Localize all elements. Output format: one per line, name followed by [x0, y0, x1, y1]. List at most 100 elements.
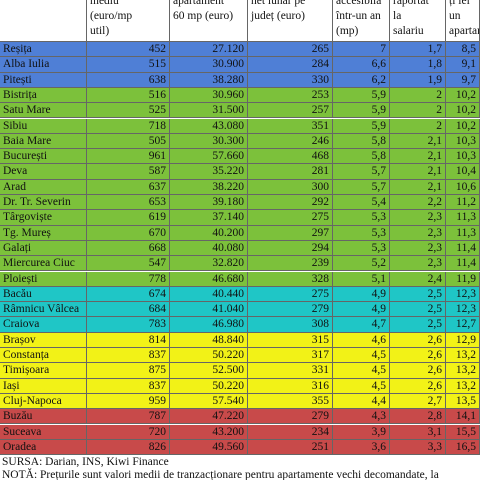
value-cell: 2,3	[390, 256, 446, 272]
value-cell: 2,3	[390, 225, 446, 241]
value-cell: 638	[87, 72, 170, 88]
value-cell: 355	[248, 393, 333, 410]
header-line: județ (euro)	[251, 10, 305, 22]
value-cell: 50.220	[170, 378, 248, 394]
value-cell: 265	[248, 42, 333, 58]
value-cell: 316	[248, 378, 333, 394]
value-cell: 2,5	[390, 286, 446, 303]
value-cell: 257	[248, 103, 333, 119]
header-line: apartament	[173, 0, 225, 7]
value-cell: 684	[87, 302, 170, 318]
value-cell: 10,6	[446, 179, 480, 195]
value-cell: 12,9	[446, 332, 480, 348]
city-cell: Târgoviște	[0, 210, 87, 226]
value-cell: 5,9	[333, 103, 390, 119]
value-cell: 11,3	[446, 225, 480, 241]
value-cell: 4,5	[333, 378, 390, 394]
value-cell: 515	[87, 57, 170, 73]
value-cell: 959	[87, 393, 170, 410]
city-cell: Alba Iulia	[0, 57, 87, 73]
value-cell: 10,2	[446, 103, 480, 119]
value-cell: 275	[248, 286, 333, 303]
value-cell: 2,5	[390, 317, 446, 333]
value-cell: 2,7	[390, 393, 446, 410]
value-cell: 297	[248, 225, 333, 241]
value-cell: 637	[87, 179, 170, 195]
value-cell: 251	[248, 439, 333, 456]
value-cell: 4,9	[333, 286, 390, 303]
city-cell: Iași	[0, 378, 87, 394]
value-cell: 5,4	[333, 195, 390, 211]
value-cell: 10,4	[446, 164, 480, 180]
value-cell: 279	[248, 302, 333, 318]
value-cell: 16,5	[446, 439, 480, 456]
value-cell: 5,1	[333, 271, 390, 287]
value-cell: 275	[248, 210, 333, 226]
city-cell: Deva	[0, 164, 87, 180]
value-cell: 2,5	[390, 302, 446, 318]
value-cell: 13,2	[446, 363, 480, 379]
header-cell: mediu (euro/mp util)	[87, 0, 170, 42]
value-cell: 39.180	[170, 195, 248, 211]
value-cell: 40.200	[170, 225, 248, 241]
value-cell: 38.220	[170, 179, 248, 195]
value-cell: 826	[87, 439, 170, 456]
value-cell: 2	[390, 103, 446, 119]
value-cell: 5,8	[333, 133, 390, 150]
value-cell: 5,7	[333, 179, 390, 195]
value-cell: 3,1	[390, 424, 446, 440]
city-cell: Satu Mare	[0, 103, 87, 119]
value-cell: 5,3	[333, 210, 390, 226]
value-cell: 14,1	[446, 409, 480, 425]
header-line: net lunar pe	[251, 0, 306, 7]
value-cell: 38.280	[170, 72, 248, 88]
value-cell: 718	[87, 118, 170, 134]
value-cell: 4,4	[333, 393, 390, 410]
value-cell: 281	[248, 164, 333, 180]
value-cell: 49.560	[170, 439, 248, 456]
city-cell: Sibiu	[0, 118, 87, 134]
city-cell: Timișoara	[0, 363, 87, 379]
header-line: într-un an	[336, 10, 381, 22]
value-cell: 31.500	[170, 103, 248, 119]
value-cell: 40.080	[170, 240, 248, 257]
value-cell: 294	[248, 240, 333, 257]
value-cell: 4,5	[333, 363, 390, 379]
value-cell: 1,7	[390, 42, 446, 58]
value-cell: 43.080	[170, 118, 248, 134]
value-cell: 47.220	[170, 409, 248, 425]
value-cell: 246	[248, 133, 333, 150]
value-cell: 5,2	[333, 256, 390, 272]
header-line: raportat	[393, 0, 429, 7]
value-cell: 15,5	[446, 424, 480, 440]
value-cell: 317	[248, 348, 333, 364]
value-cell: 239	[248, 256, 333, 272]
header-cell	[0, 0, 87, 42]
value-cell: 13,2	[446, 348, 480, 364]
value-cell: 30.900	[170, 57, 248, 73]
header-cell: raportat la salariu	[390, 0, 446, 42]
value-cell: 4,6	[333, 332, 390, 348]
value-cell: 619	[87, 210, 170, 226]
value-cell: 32.820	[170, 256, 248, 272]
value-cell: 10,3	[446, 149, 480, 165]
value-cell: 11,4	[446, 240, 480, 257]
value-cell: 2,8	[390, 409, 446, 425]
value-cell: 2,1	[390, 179, 446, 195]
header-line: la	[393, 10, 402, 22]
value-cell: 4,9	[333, 302, 390, 318]
city-cell: Ploiești	[0, 271, 87, 287]
header-cell: net lunar pe județ (euro)	[248, 0, 333, 42]
value-cell: 814	[87, 332, 170, 348]
header-line: accesibilă	[336, 0, 382, 7]
value-cell: 837	[87, 348, 170, 364]
value-cell: 27.120	[170, 42, 248, 58]
header-cell: accesibilă într-un an (mp)	[333, 0, 390, 42]
value-cell: 783	[87, 317, 170, 333]
value-cell: 10,2	[446, 118, 480, 134]
city-cell: Arad	[0, 179, 87, 195]
value-cell: 505	[87, 133, 170, 150]
city-cell: Bistrița	[0, 87, 87, 104]
value-cell: 2,6	[390, 363, 446, 379]
value-cell: 13,2	[446, 378, 480, 394]
